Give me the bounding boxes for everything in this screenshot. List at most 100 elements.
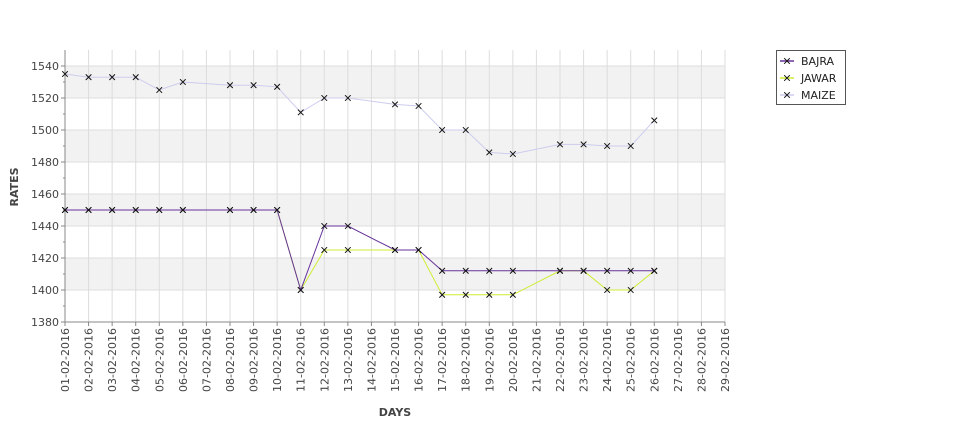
- data-point-bajra: [627, 267, 634, 274]
- legend-item-bajra: BAJRA: [780, 55, 835, 68]
- data-point-bajra: [344, 222, 352, 230]
- data-point-maize: [273, 83, 281, 90]
- x-tick-label: 16-02-2016: [413, 328, 426, 392]
- data-point-bajra: [415, 246, 422, 254]
- data-point-maize: [651, 117, 658, 124]
- data-point-maize: [108, 74, 116, 81]
- x-tick-label: 02-02-2016: [83, 328, 96, 392]
- data-point-maize: [179, 78, 187, 86]
- y-tick-label: 1500: [31, 124, 59, 137]
- legend-item-maize: MAIZE: [780, 89, 836, 102]
- x-tick-label: 23-02-2016: [578, 328, 591, 392]
- data-point-bajra: [321, 222, 328, 230]
- x-tick-label: 04-02-2016: [130, 328, 143, 392]
- data-point-maize: [132, 74, 139, 81]
- x-tick-label: 21-02-2016: [530, 328, 543, 392]
- y-tick-label: 1460: [31, 188, 59, 201]
- data-point-bajra: [273, 206, 281, 214]
- legend: BAJRA JAWAR MAIZE: [776, 50, 846, 105]
- data-point-maize: [438, 126, 446, 134]
- x-tick-label: 05-02-2016: [153, 328, 166, 392]
- data-point-bajra: [651, 267, 658, 274]
- data-point-jawar: [627, 286, 634, 294]
- data-point-bajra: [580, 267, 587, 274]
- data-point-bajra: [486, 267, 493, 274]
- data-point-maize: [61, 70, 69, 78]
- legend-marker-maize: [783, 91, 791, 99]
- series-maize: [61, 70, 658, 158]
- data-point-maize: [462, 126, 469, 134]
- data-point-maize: [85, 74, 92, 81]
- y-tick-label: 1420: [31, 252, 59, 265]
- data-point-maize: [344, 94, 352, 102]
- data-point-jawar: [321, 246, 328, 254]
- legend-label-maize: MAIZE: [801, 89, 836, 102]
- x-tick-label: 12-02-2016: [318, 328, 331, 392]
- legend-item-jawar: JAWAR: [780, 72, 837, 85]
- x-tick-label: 27-02-2016: [672, 328, 685, 392]
- x-tick-label: 13-02-2016: [342, 328, 355, 392]
- data-point-bajra: [603, 267, 611, 274]
- data-point-maize: [156, 86, 163, 94]
- x-tick-label: 29-02-2016: [719, 328, 732, 392]
- data-point-maize: [627, 142, 634, 150]
- data-point-bajra: [556, 267, 564, 274]
- x-tick-label: 06-02-2016: [177, 328, 190, 392]
- data-point-maize: [321, 94, 328, 102]
- data-point-bajra: [226, 206, 234, 214]
- y-tick-label: 1380: [31, 316, 59, 329]
- y-tick-label: 1540: [31, 60, 59, 73]
- legend-label-bajra: BAJRA: [801, 55, 835, 68]
- data-point-maize: [556, 141, 564, 148]
- data-point-maize: [580, 141, 587, 148]
- x-tick-label: 28-02-2016: [695, 328, 708, 392]
- data-point-bajra: [132, 206, 139, 214]
- data-point-maize: [486, 149, 493, 156]
- data-point-bajra: [85, 206, 92, 214]
- data-point-maize: [509, 150, 517, 158]
- x-tick-label: 07-02-2016: [200, 328, 213, 392]
- x-tick-label: 01-02-2016: [59, 328, 72, 392]
- data-point-bajra: [297, 286, 304, 294]
- data-point-maize: [250, 82, 257, 89]
- data-point-bajra: [509, 267, 517, 274]
- data-point-bajra: [156, 206, 163, 214]
- x-tick-label: 20-02-2016: [507, 328, 520, 392]
- x-axis-ticks: 01-02-2016 02-02-2016 03-02-2016 04-02-2016…: [59, 322, 732, 392]
- data-point-jawar: [486, 291, 493, 298]
- data-point-bajra: [438, 267, 446, 274]
- x-tick-label: 18-02-2016: [460, 328, 473, 392]
- data-point-jawar: [462, 291, 469, 298]
- data-point-maize: [226, 82, 234, 89]
- data-point-maize: [297, 109, 304, 116]
- data-point-bajra: [61, 206, 69, 214]
- x-tick-label: 17-02-2016: [436, 328, 449, 392]
- data-point-bajra: [108, 206, 116, 214]
- data-point-jawar: [438, 291, 446, 298]
- data-point-maize: [415, 102, 422, 110]
- data-point-jawar: [509, 291, 517, 298]
- legend-marker-bajra: [783, 57, 791, 65]
- series-layer: [61, 70, 658, 298]
- x-tick-label: 26-02-2016: [648, 328, 661, 392]
- data-point-maize: [391, 101, 399, 108]
- x-axis-title: DAYS: [379, 406, 412, 419]
- x-tick-label: 24-02-2016: [601, 328, 614, 392]
- x-tick-label: 22-02-2016: [554, 328, 567, 392]
- x-tick-label: 03-02-2016: [106, 328, 119, 392]
- data-point-bajra: [391, 246, 399, 254]
- x-tick-label: 09-02-2016: [248, 328, 261, 392]
- y-tick-label: 1520: [31, 92, 59, 105]
- y-tick-label: 1480: [31, 156, 59, 169]
- y-axis-ticks: 1380 1400 1420 1440 1460 1480 1500 1520 1540: [31, 60, 65, 329]
- legend-marker-jawar: [783, 74, 791, 82]
- data-point-bajra: [250, 206, 257, 214]
- x-tick-label: 14-02-2016: [365, 328, 378, 392]
- y-tick-label: 1440: [31, 220, 59, 233]
- y-axis-title: RATES: [8, 167, 21, 206]
- x-tick-label: 08-02-2016: [224, 328, 237, 392]
- x-tick-label: 10-02-2016: [271, 328, 284, 392]
- data-point-jawar: [344, 246, 352, 254]
- data-point-bajra: [179, 206, 187, 214]
